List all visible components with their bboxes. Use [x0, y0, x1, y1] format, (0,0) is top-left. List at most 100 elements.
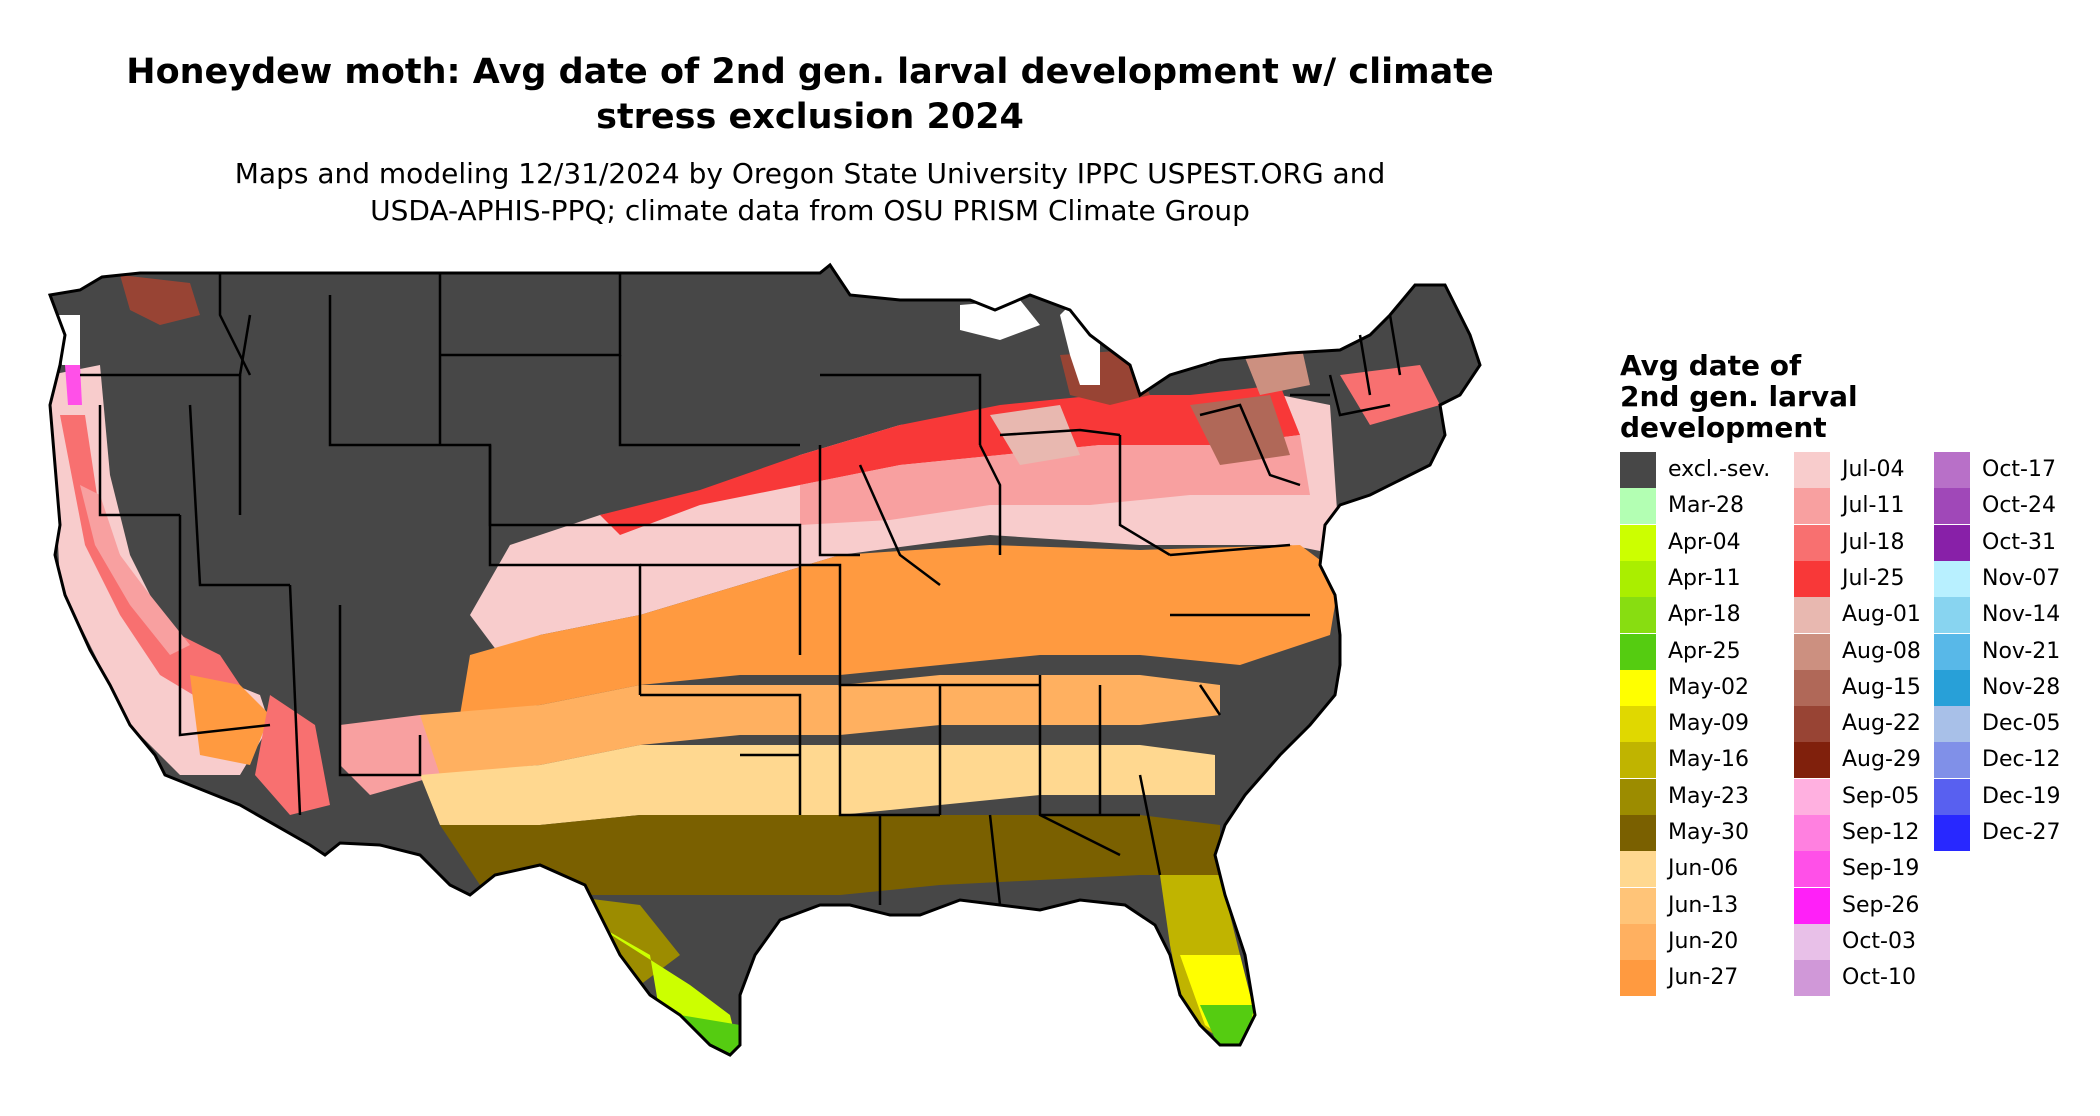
legend-item: Aug-08	[1794, 633, 1954, 670]
legend-title-line-2: 2nd gen. larval	[1620, 380, 1858, 413]
legend-label: May-09	[1668, 711, 1750, 737]
legend-label: Jul-04	[1842, 457, 1905, 482]
legend-label: May-16	[1668, 747, 1750, 773]
legend-item: Aug-22	[1794, 706, 1954, 743]
legend-item: Aug-15	[1794, 669, 1954, 706]
us-map	[48, 263, 1482, 1057]
map-title-line-1: Honeydew moth: Avg date of 2nd gen. larv…	[126, 52, 1494, 92]
legend-swatch	[1794, 633, 1830, 670]
legend-title: Avg date of 2nd gen. larval development	[1620, 350, 1920, 443]
legend-label: Oct-17	[1982, 457, 2056, 482]
legend-item: Oct-10	[1794, 960, 1954, 997]
development-zones	[50, 275, 1440, 1055]
legend-swatch	[1620, 669, 1656, 706]
map-subtitle-line-1: Maps and modeling 12/31/2024 by Oregon S…	[234, 157, 1386, 190]
legend-item: Jul-04	[1794, 452, 1954, 488]
legend-item: Jun-20	[1620, 923, 1780, 960]
legend-item: Dec-19	[1934, 778, 2094, 815]
legend-item: Apr-04	[1620, 524, 1780, 561]
great-lakes	[960, 295, 1340, 385]
legend-label: Apr-25	[1668, 638, 1741, 664]
legend-swatch	[1620, 923, 1656, 960]
legend-item: Oct-03	[1794, 923, 1954, 960]
legend-label: Sep-26	[1842, 892, 1920, 918]
legend-item: Aug-01	[1794, 597, 1954, 634]
legend-item: Oct-24	[1934, 488, 2094, 525]
legend-item: excl.-sev.	[1620, 452, 1780, 488]
legend-label: Sep-19	[1842, 856, 1920, 882]
legend-item: Jul-25	[1794, 560, 1954, 597]
legend-item: Dec-05	[1934, 706, 2094, 743]
legend-item: Mar-28	[1620, 488, 1780, 525]
legend-label: May-02	[1668, 674, 1750, 700]
legend-swatch	[1620, 597, 1656, 634]
legend-label: Apr-04	[1668, 529, 1741, 555]
legend-swatch	[1794, 742, 1830, 779]
legend-swatch	[1934, 669, 1970, 706]
legend-label: Jun-20	[1668, 928, 1739, 954]
legend-label: Aug-01	[1842, 602, 1921, 628]
legend-swatch	[1934, 815, 1970, 851]
legend-label: Nov-14	[1982, 602, 2061, 628]
legend-item: Nov-28	[1934, 669, 2094, 706]
map-title-line-2: stress exclusion 2024	[596, 97, 1024, 137]
legend-label: Dec-05	[1982, 711, 2061, 737]
map-subtitle: Maps and modeling 12/31/2024 by Oregon S…	[40, 155, 1580, 229]
legend-item: Nov-21	[1934, 633, 2094, 670]
legend-label: Mar-28	[1668, 493, 1745, 519]
legend-item: Apr-11	[1620, 560, 1780, 597]
legend-swatch	[1620, 815, 1656, 851]
legend-swatch	[1934, 560, 1970, 597]
legend-label: Oct-31	[1982, 529, 2056, 555]
legend-title-line-3: development	[1620, 411, 1827, 444]
legend-label: Oct-10	[1842, 965, 1916, 991]
legend-swatch	[1620, 560, 1656, 597]
legend-item: May-23	[1620, 778, 1780, 815]
legend-label: Dec-19	[1982, 783, 2061, 809]
legend-label: Dec-27	[1982, 820, 2061, 845]
legend-item: Nov-14	[1934, 597, 2094, 634]
legend-label: excl.-sev.	[1668, 457, 1771, 482]
legend-label: Nov-07	[1982, 565, 2061, 591]
legend-item: Oct-17	[1934, 452, 2094, 488]
legend-swatch	[1934, 742, 1970, 779]
map-title: Honeydew moth: Avg date of 2nd gen. larv…	[40, 50, 1580, 140]
legend-swatch	[1620, 742, 1656, 779]
legend-swatch	[1794, 597, 1830, 634]
legend-swatch	[1794, 452, 1830, 488]
legend-swatch	[1794, 524, 1830, 561]
legend-swatch	[1934, 633, 1970, 670]
legend-label: Aug-29	[1842, 747, 1921, 773]
legend-item: Dec-27	[1934, 815, 2094, 851]
legend-swatch	[1794, 815, 1830, 851]
legend-item: Aug-29	[1794, 742, 1954, 779]
legend-swatch	[1794, 488, 1830, 525]
legend-swatch	[1794, 887, 1830, 924]
legend-label: Nov-28	[1982, 674, 2061, 700]
legend-label: Aug-15	[1842, 674, 1921, 700]
legend-label: May-30	[1668, 820, 1750, 845]
legend-swatch	[1620, 960, 1656, 997]
legend-swatch	[1620, 887, 1656, 924]
legend-label: Apr-11	[1668, 565, 1741, 591]
legend-swatch	[1620, 633, 1656, 670]
legend-label: Nov-21	[1982, 638, 2061, 664]
legend-item: Oct-31	[1934, 524, 2094, 561]
legend-item: May-30	[1620, 815, 1780, 851]
legend-swatch	[1794, 778, 1830, 815]
legend-swatch	[1794, 706, 1830, 743]
legend-label: Jul-25	[1842, 565, 1905, 591]
legend-label: Sep-12	[1842, 820, 1920, 845]
legend-swatch	[1620, 706, 1656, 743]
legend-swatch	[1794, 960, 1830, 997]
legend-swatch	[1934, 524, 1970, 561]
legend-label: Jun-27	[1668, 965, 1739, 991]
legend-swatch	[1934, 778, 1970, 815]
legend-label: Aug-08	[1842, 638, 1921, 664]
legend-item: Jul-11	[1794, 488, 1954, 525]
legend-swatch	[1794, 669, 1830, 706]
legend-label: Aug-22	[1842, 711, 1921, 737]
legend-label: Jul-18	[1842, 529, 1905, 555]
legend-label: Oct-24	[1982, 493, 2056, 519]
legend-item: Apr-25	[1620, 633, 1780, 670]
